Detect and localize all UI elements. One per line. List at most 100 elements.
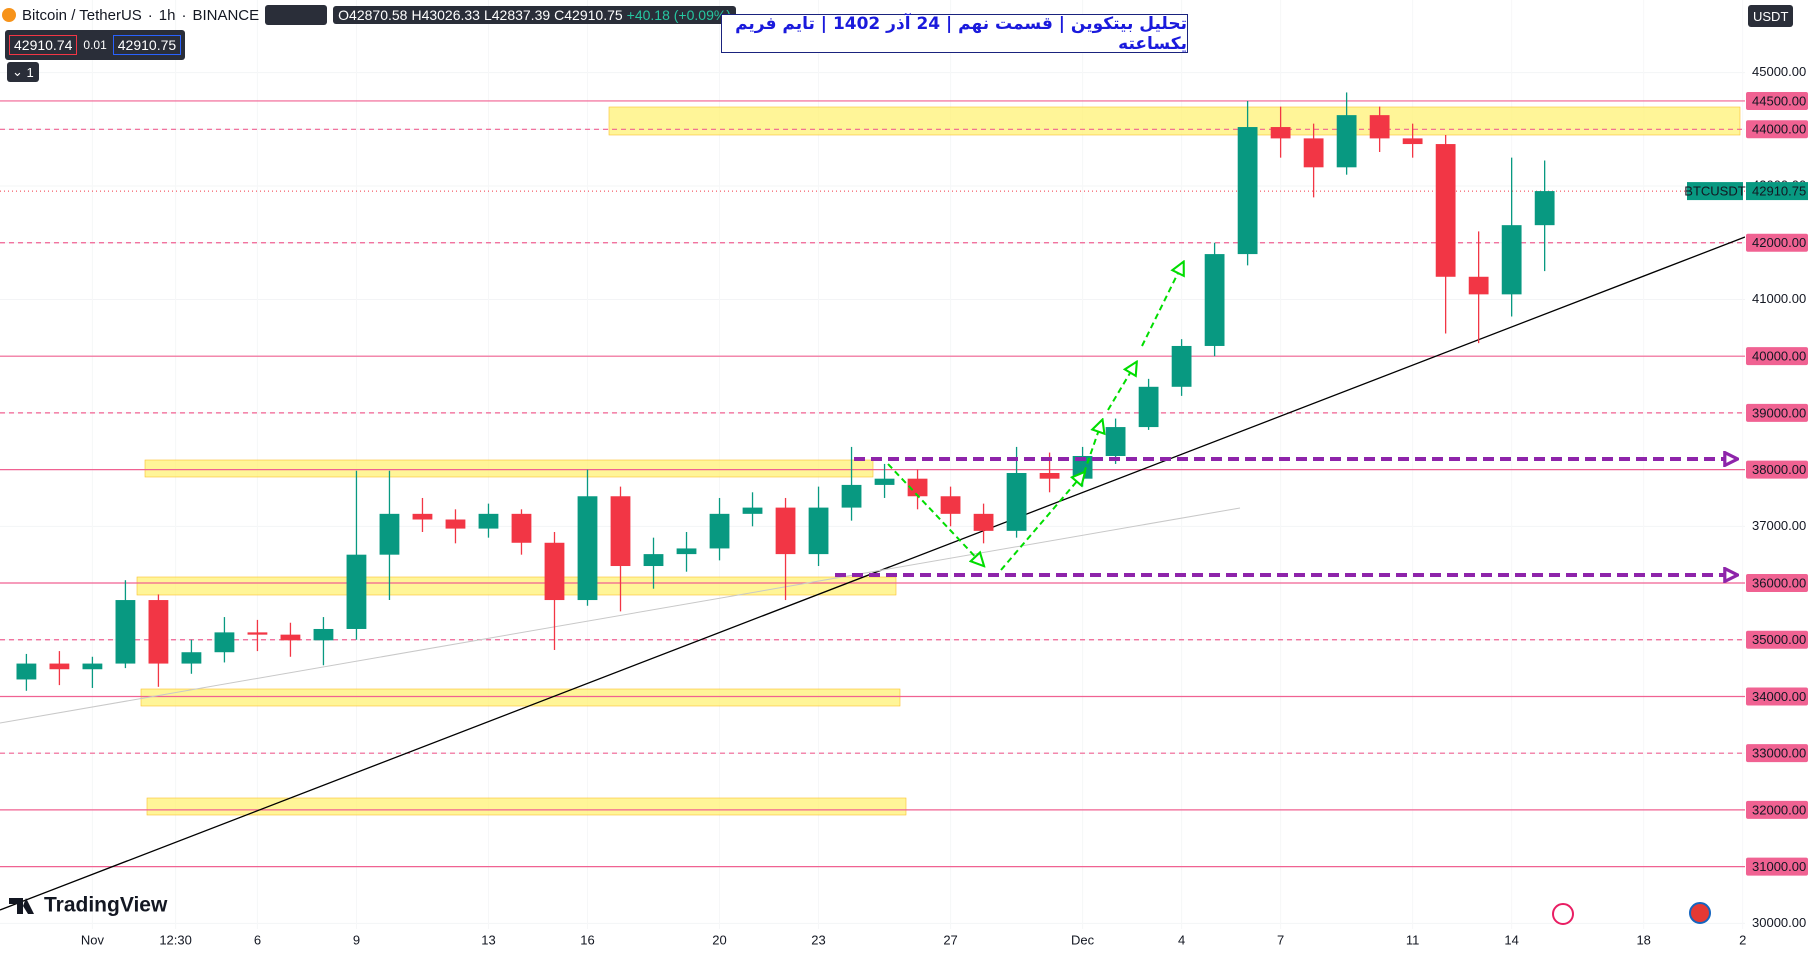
last-price-label: 42910.75 (1752, 184, 1806, 199)
ask[interactable]: 42910.75 (112, 35, 182, 55)
levels (0, 100, 1745, 868)
candle-body (280, 634, 301, 641)
candles (16, 92, 1555, 691)
level-label-box (1746, 403, 1808, 422)
x-tick-label: 23 (811, 932, 825, 947)
candle-body (412, 513, 433, 520)
x-tick-label: 20 (712, 932, 726, 947)
candle-body (16, 663, 37, 680)
visibility-buttons[interactable] (265, 5, 328, 25)
x-tick-label: 12:30 (159, 932, 192, 947)
candle-body (874, 478, 895, 485)
x-tick-label: 7 (1277, 932, 1284, 947)
level-label: 42000.00 (1752, 235, 1806, 250)
candle-body (544, 542, 565, 601)
x-tick-label: 11 (1406, 932, 1420, 947)
green-arrow (1141, 263, 1183, 347)
zones (136, 106, 1741, 816)
zone (144, 459, 874, 478)
level-label: 44500.00 (1752, 93, 1806, 108)
flag-icon[interactable] (1689, 902, 1711, 924)
level-label: 36000.00 (1752, 575, 1806, 590)
indicators-toggle[interactable]: ⌄ 1 (7, 62, 39, 82)
candle-body (82, 663, 103, 670)
green-arrow (887, 463, 983, 565)
brand: TradingView (44, 894, 168, 917)
zone (136, 576, 897, 596)
level-label: 44000.00 (1752, 122, 1806, 137)
candle-body (1402, 138, 1423, 145)
candle-body (1270, 127, 1291, 139)
green-arrow (1083, 421, 1102, 474)
candle-body (1105, 427, 1126, 456)
x-tick-label: 4 (1178, 932, 1185, 947)
level-label-box (1746, 800, 1808, 819)
x-tick-label: 13 (481, 932, 495, 947)
arrows (835, 263, 1736, 575)
candle-body (49, 663, 70, 670)
candle-body (577, 496, 598, 601)
level-label: 35000.00 (1752, 632, 1806, 647)
candle-body (346, 554, 367, 629)
ohlc-value: H43026.33 (411, 7, 480, 23)
flash-icon[interactable] (1552, 903, 1574, 925)
bid[interactable]: 42910.74 (9, 35, 78, 55)
candle-body (1369, 115, 1390, 139)
x-tick-label: 18 (1636, 932, 1650, 947)
candle-body (181, 652, 202, 664)
symbol-label-box (1687, 182, 1743, 201)
candle-body (643, 554, 664, 567)
candle-body (1336, 115, 1357, 168)
candle-body (709, 513, 730, 549)
level-label-box (1746, 120, 1808, 139)
level-label: 34000.00 (1752, 689, 1806, 704)
candle-body (1501, 225, 1522, 295)
level-label: 38000.00 (1752, 462, 1806, 477)
title: تحلیل بیتکوین | قسمت نهم | 24 آذر 1402 |… (721, 14, 1188, 54)
candle-body (775, 507, 796, 555)
ohlc-value: L42837.39 (483, 7, 551, 23)
symbol-label: BTCUSDT (1684, 184, 1745, 199)
level-label: 32000.00 (1752, 802, 1806, 817)
candle-body (247, 632, 268, 635)
level-label: 33000.00 (1752, 746, 1806, 761)
y-tick-label: 30000.00 (1752, 915, 1806, 930)
x-tick-label: 16 (580, 932, 594, 947)
candle-body (610, 496, 631, 567)
symbol-row: Bitcoin / TetherUS · 1h · BINANCE O42870.5… (2, 2, 736, 28)
candle-body (1435, 144, 1456, 277)
green-arrow (1000, 473, 1084, 571)
axes: 30000.00 31000.00 32000.00 33000.00 34000.00… (81, 64, 1808, 947)
zone (146, 797, 907, 816)
level-label-box (1746, 857, 1808, 876)
trend-line-faint (0, 507, 1241, 724)
x-tick-label: 6 (254, 932, 261, 947)
brand-logo (9, 898, 34, 914)
symbol[interactable]: Bitcoin / TetherUS (22, 6, 142, 24)
candle-body (379, 513, 400, 555)
currency[interactable]: USDT (1748, 5, 1794, 27)
level-label-box (1746, 233, 1808, 252)
x-tick-label: 9 (353, 932, 360, 947)
ohlc-value: C42910.75 (554, 7, 623, 23)
supply-zone (608, 106, 1741, 136)
candle-body (1534, 191, 1555, 226)
ohlc-value: +40.18 (+0.09%) (626, 7, 731, 23)
exchange: BINANCE (192, 6, 260, 24)
indicator-count: 1 (26, 64, 34, 80)
candle-body (1237, 127, 1258, 255)
level-label-box (1746, 687, 1808, 706)
candle-body (1138, 386, 1159, 428)
candle-body (676, 548, 697, 555)
candle-body (1171, 345, 1192, 387)
y-tick-label: 41000.00 (1752, 291, 1806, 306)
candle-body (1006, 473, 1027, 531)
ohlc-value: O42870.58 (338, 7, 408, 23)
candle-body (1468, 276, 1489, 295)
time-axis (0, 929, 1809, 953)
candle-body (148, 600, 169, 664)
green-arrow (1107, 363, 1136, 411)
zone (140, 688, 901, 707)
interval[interactable]: 1h (158, 6, 176, 24)
